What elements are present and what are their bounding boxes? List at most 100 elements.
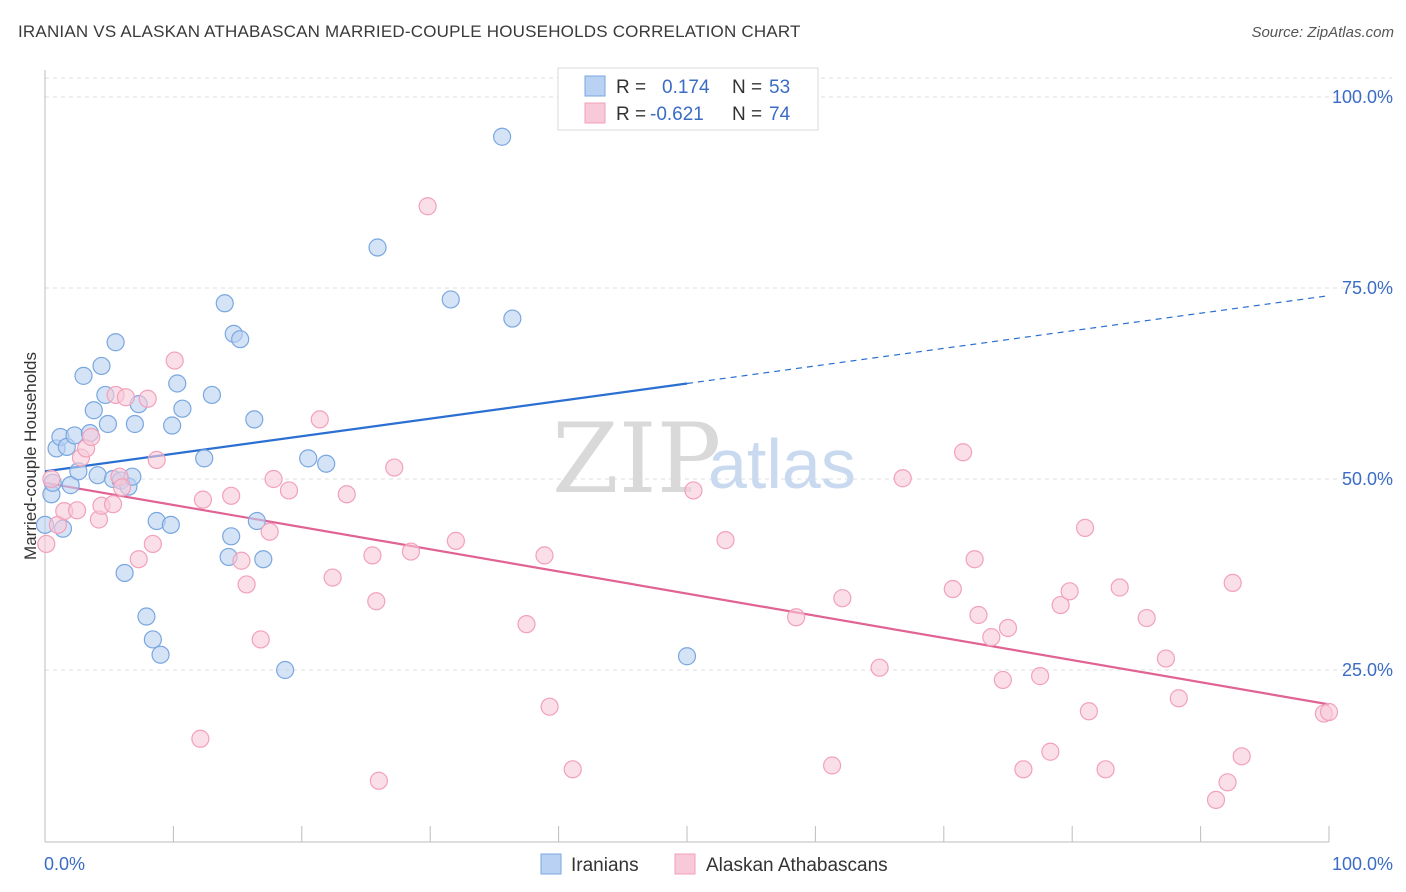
legend-correlation: R = 0.174 N = 53 R = -0.621 N = 74: [557, 67, 819, 131]
watermark-atlas: atlas: [708, 425, 856, 503]
data-point-alaskan: [237, 575, 256, 594]
data-point-alaskan: [323, 568, 342, 587]
data-point-alaskan: [1014, 760, 1033, 779]
data-point-alaskan: [1079, 702, 1098, 721]
data-point-alaskan: [833, 589, 852, 608]
data-point-alaskan: [401, 542, 421, 561]
data-point-alaskan: [116, 388, 135, 407]
trend-line-alaskan: [44, 481, 1330, 706]
data-point-alaskan: [716, 531, 735, 550]
trend-line-iranians-extension: [686, 295, 1330, 385]
data-point-iranians: [106, 333, 125, 352]
legend-swatch-alaskan: [584, 102, 606, 124]
legend-n-label-2: N =: [732, 104, 762, 125]
data-point-alaskan: [222, 486, 241, 505]
data-point-alaskan: [279, 481, 299, 500]
y-tick-label: 25.0%: [1342, 660, 1393, 680]
legend-r-value-1: 0.174: [662, 77, 710, 98]
data-point-alaskan: [112, 478, 132, 497]
data-point-alaskan: [1156, 649, 1176, 668]
data-point-alaskan: [165, 351, 184, 370]
data-point-alaskan: [787, 608, 806, 627]
data-point-iranians: [74, 366, 93, 385]
data-point-iranians: [137, 607, 156, 626]
data-point-alaskan: [103, 495, 123, 514]
legend-series: Iranians Alaskan Athabascans: [540, 853, 888, 876]
data-point-alaskan: [418, 197, 437, 216]
legend-bottom-swatch-iranians: [540, 853, 562, 875]
x-tick-label-max: 100.0%: [1332, 854, 1393, 874]
data-point-alaskan: [1096, 760, 1115, 779]
data-point-iranians: [317, 454, 336, 473]
data-point-iranians: [195, 449, 214, 468]
data-point-alaskan: [535, 546, 554, 565]
data-point-alaskan: [37, 534, 56, 554]
data-point-alaskan: [870, 658, 889, 677]
data-point-alaskan: [1232, 747, 1251, 766]
legend-swatch-iranians: [584, 75, 606, 97]
data-point-alaskan: [147, 450, 166, 469]
data-point-alaskan: [982, 628, 1001, 647]
data-point-iranians: [254, 550, 273, 569]
data-point-iranians: [92, 356, 111, 376]
data-point-alaskan: [1075, 518, 1095, 537]
data-point-alaskan: [998, 618, 1018, 638]
data-point-alaskan: [1051, 595, 1070, 615]
data-point-alaskan: [143, 534, 162, 554]
data-point-iranians: [98, 414, 118, 434]
data-point-alaskan: [1041, 742, 1060, 761]
data-point-alaskan: [337, 485, 356, 504]
data-point-iranians: [202, 385, 222, 405]
data-point-alaskan: [82, 427, 101, 447]
data-point-alaskan: [251, 630, 270, 649]
y-axis-title: Married-couple Households: [21, 352, 40, 560]
data-point-alaskan: [1137, 608, 1156, 628]
data-point-iranians: [441, 290, 460, 309]
legend-bottom-swatch-alaskan: [674, 853, 696, 875]
data-point-iranians: [231, 330, 250, 349]
data-point-iranians: [215, 294, 234, 313]
legend-bottom-label-alaskan: Alaskan Athabascans: [706, 855, 888, 876]
data-point-alaskan: [1169, 689, 1188, 708]
data-point-alaskan: [260, 522, 279, 541]
data-point-alaskan: [993, 670, 1012, 690]
data-point-iranians: [299, 449, 318, 468]
data-point-alaskan: [943, 579, 962, 599]
legend-bottom-label-iranians: Iranians: [571, 855, 639, 876]
data-point-iranians: [163, 416, 182, 435]
data-point-alaskan: [965, 550, 984, 569]
data-point-iranians: [161, 515, 180, 534]
data-point-iranians: [503, 309, 522, 328]
data-point-alaskan: [193, 490, 213, 509]
data-point-alaskan: [969, 605, 988, 625]
data-point-alaskan: [42, 469, 61, 489]
data-point-alaskan: [1060, 582, 1079, 601]
data-point-alaskan: [822, 756, 842, 775]
data-point-alaskan: [540, 697, 559, 716]
data-point-alaskan: [1206, 790, 1226, 809]
data-point-alaskan: [446, 531, 465, 550]
y-tick-label: 75.0%: [1342, 278, 1393, 298]
data-point-iranians: [677, 647, 697, 666]
x-tick-labels: 0.0% 100.0%: [44, 854, 1393, 874]
watermark: ZIP atlas: [552, 403, 856, 515]
axes: [44, 70, 1330, 843]
data-points: [35, 127, 1339, 809]
data-point-iranians: [173, 399, 192, 418]
data-point-alaskan: [517, 615, 536, 634]
data-point-iranians: [493, 127, 512, 146]
x-tick-label-min: 0.0%: [44, 854, 85, 874]
legend-n-value-1: 53: [769, 77, 790, 98]
data-point-iranians: [151, 645, 170, 664]
data-point-alaskan: [1110, 578, 1129, 597]
chart-source: Source: ZipAtlas.com: [1251, 24, 1394, 41]
data-point-iranians: [247, 511, 266, 531]
legend-r-label-1: R =: [616, 77, 646, 98]
data-point-iranians: [245, 410, 264, 429]
data-point-alaskan: [67, 501, 87, 520]
data-point-alaskan: [1218, 773, 1237, 792]
data-point-alaskan: [191, 729, 210, 748]
legend-n-label-1: N =: [732, 77, 762, 98]
data-point-alaskan: [1319, 702, 1339, 722]
